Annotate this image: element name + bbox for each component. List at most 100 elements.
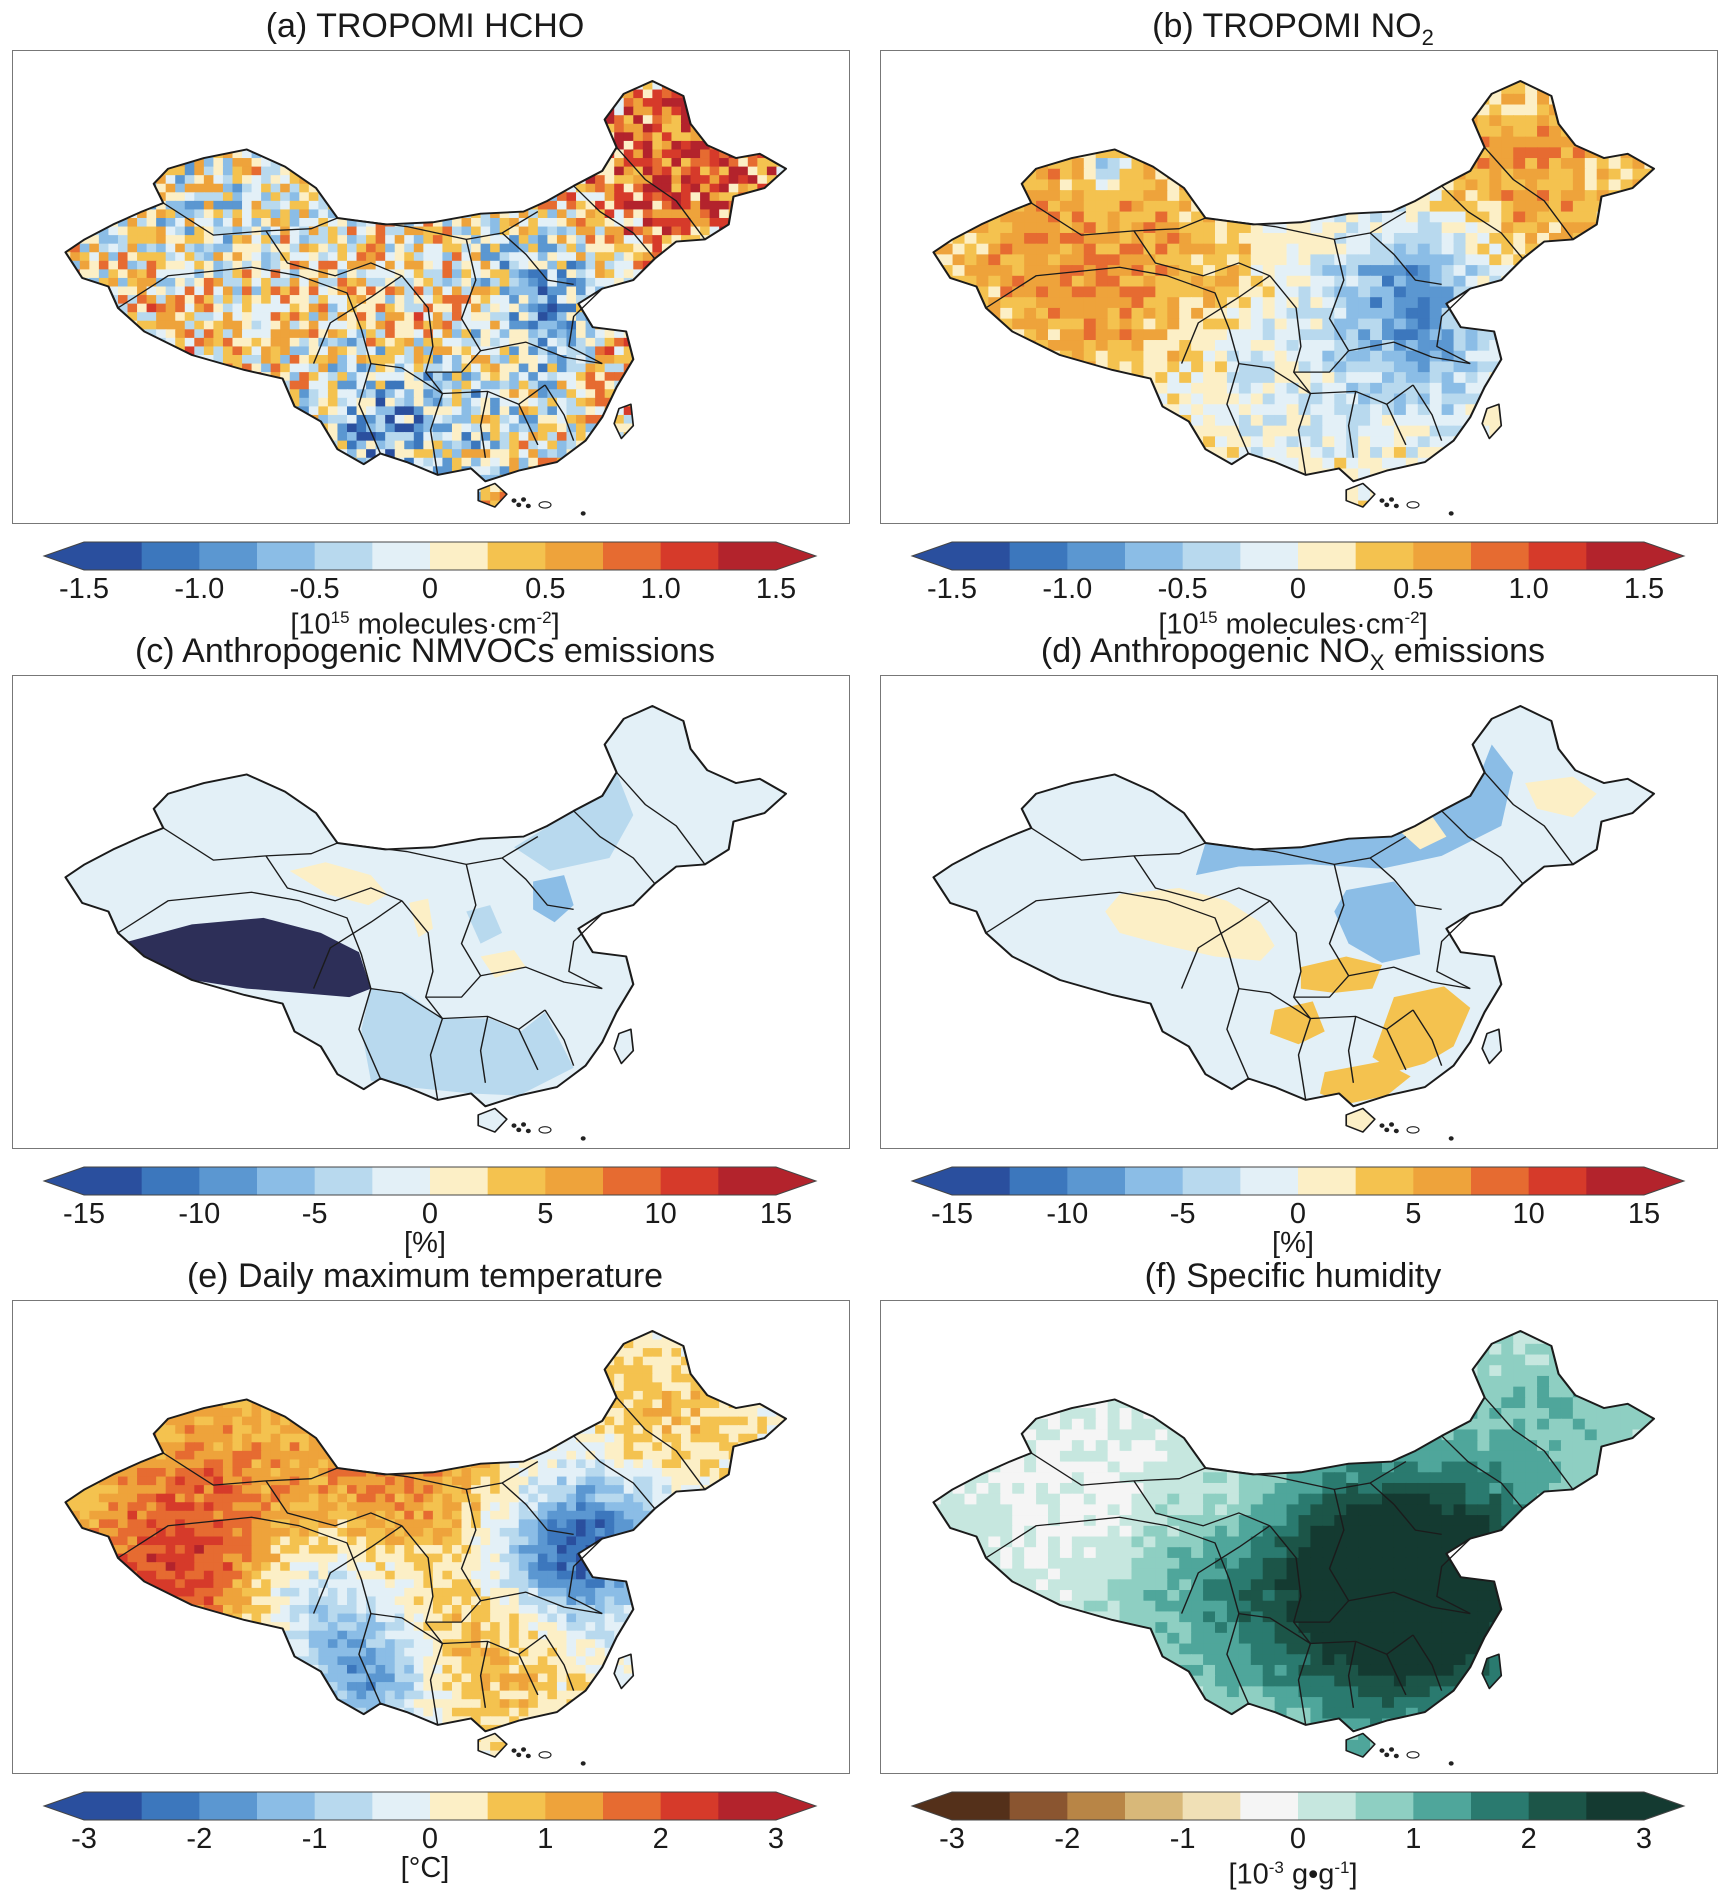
colorbar-arrow-low — [912, 542, 952, 570]
colorbar-bin — [1528, 1167, 1587, 1195]
colorbar-bin — [1586, 1792, 1645, 1820]
china-map — [932, 705, 1656, 1141]
colorbar-unit: [1015 molecules·cm-2] — [868, 602, 1718, 641]
colorbar-bin — [1067, 1792, 1126, 1820]
colorbar-bin — [1355, 1167, 1414, 1195]
colorbar-tick-label: 1 — [1405, 1823, 1422, 1855]
colorbar-tick-label: 2 — [1520, 1823, 1537, 1855]
colorbar-ticks: -3 -2 -1 0 1 2 3 — [40, 1822, 820, 1856]
colorbar-bin — [952, 1792, 1011, 1820]
colorbar-unit: [10-3 g•g-1] — [868, 1852, 1718, 1891]
panel-title-text: (d) Anthropogenic NO — [1040, 632, 1370, 670]
panel-title-text: (b) TROPOMI NO — [1152, 7, 1422, 45]
colorbar-bin — [545, 1167, 604, 1195]
colorbar-ticks: -15 -10 -5 0 5 10 15 — [40, 1197, 820, 1231]
colorbar-arrow-low — [44, 1792, 84, 1820]
colorbar-bin — [1009, 1792, 1068, 1820]
unit-superscript: -3 — [1268, 1858, 1284, 1877]
colorbar-bin — [1298, 1792, 1357, 1820]
colorbar-ticks: -15 -10 -5 0 5 10 15 — [908, 1197, 1688, 1231]
colorbar-tick-label: -1 — [301, 1823, 328, 1855]
map-fill — [933, 1330, 1654, 1758]
island-markers — [1379, 497, 1454, 516]
colorbar-tick-label: 0 — [421, 573, 439, 605]
colorbar-bin — [199, 542, 258, 570]
colorbar-bin — [1240, 1167, 1299, 1195]
unit-text: [10 — [1228, 1858, 1269, 1891]
colorbar-bin — [314, 1792, 373, 1820]
colorbar-bin — [372, 1792, 431, 1820]
map-panel-e: (e) Daily maximum temperature -3 -2 -1 0 1 2 3 [… — [0, 1250, 850, 1884]
map-fill — [933, 80, 1654, 508]
colorbar-tick-label: 1.5 — [755, 573, 797, 605]
colorbar-bin — [1586, 1167, 1645, 1195]
colorbar — [910, 1791, 1686, 1821]
colorbar-bin — [1298, 1167, 1357, 1195]
colorbar-bin — [487, 1792, 546, 1820]
colorbar-arrow-low — [44, 542, 84, 570]
colorbar-bin — [141, 542, 200, 570]
colorbar-bin — [545, 542, 604, 570]
panel-title-subscript: X — [1369, 649, 1385, 675]
colorbar-tick-label: -1 — [1169, 1823, 1196, 1855]
panel-title: (c) Anthropogenic NMVOCs emissions — [0, 631, 850, 671]
china-map — [64, 1330, 788, 1766]
colorbar-tick-label: 5 — [537, 1198, 554, 1230]
map-frame — [880, 1300, 1718, 1774]
unit-superscript: 15 — [330, 608, 350, 627]
colorbar-bin — [1586, 542, 1645, 570]
island-markers — [1379, 1122, 1454, 1141]
colorbar-tick-label: -1.5 — [927, 573, 977, 605]
panel-title-text: (f) Specific humidity — [1144, 1257, 1442, 1295]
colorbar-ticks: -1.5 -1.0 -0.5 0 0.5 1.0 1.5 — [40, 572, 820, 606]
colorbar-ticks: -3 -2 -1 0 1 2 3 — [908, 1822, 1688, 1856]
colorbar-arrow-low — [912, 1167, 952, 1195]
colorbar-bin — [1125, 1792, 1184, 1820]
colorbar-tick-label: 3 — [1635, 1823, 1653, 1855]
unit-superscript: -2 — [536, 608, 552, 627]
unit-text: [10 — [1158, 608, 1199, 641]
colorbar-bin — [1067, 542, 1126, 570]
colorbar-arrow-high — [776, 542, 816, 570]
colorbar-bin — [1240, 1792, 1299, 1820]
colorbar-bin — [1413, 542, 1472, 570]
colorbar-bin — [1413, 1167, 1472, 1195]
colorbar-bin — [84, 1792, 143, 1820]
map-fill — [933, 705, 1654, 1133]
panel-title-text: (c) Anthropogenic NMVOCs emissions — [134, 632, 716, 670]
colorbar-bin — [487, 542, 546, 570]
colorbar-bin — [372, 1167, 431, 1195]
colorbar-bin — [257, 1792, 316, 1820]
colorbar-tick-label: 1.5 — [1623, 573, 1665, 605]
colorbar-tick-label: -3 — [939, 1823, 965, 1855]
colorbar-bin — [718, 1167, 777, 1195]
colorbar-bin — [430, 1792, 489, 1820]
colorbar — [42, 1166, 818, 1196]
colorbar-bin — [1182, 1792, 1241, 1820]
colorbar-bin — [84, 542, 143, 570]
province-borders — [932, 1330, 1656, 1758]
panel-title: (a) TROPOMI HCHO — [0, 6, 850, 46]
colorbar — [42, 541, 818, 571]
colorbar-bin — [545, 1792, 604, 1820]
colorbar-bin — [84, 1167, 143, 1195]
colorbar-tick-label: 0.5 — [525, 573, 566, 605]
unit-superscript: -2 — [1404, 608, 1420, 627]
map-frame — [880, 50, 1718, 524]
map-panel-f: (f) Specific humidity -3 -2 -1 0 1 2 3 [10-3 g•g… — [868, 1250, 1718, 1891]
colorbar-bin — [660, 1167, 719, 1195]
colorbar-bin — [199, 1167, 258, 1195]
panel-title: (e) Daily maximum temperature — [0, 1256, 850, 1296]
colorbar — [910, 541, 1686, 571]
colorbar-bin — [603, 1792, 662, 1820]
colorbar-tick-label: -0.5 — [1157, 573, 1208, 605]
colorbar — [910, 1166, 1686, 1196]
colorbar-bin — [1528, 542, 1587, 570]
colorbar-bin — [199, 1792, 258, 1820]
unit-text: [%] — [404, 1227, 446, 1259]
colorbar-arrow-high — [776, 1792, 816, 1820]
province-borders — [64, 1330, 788, 1758]
colorbar-tick-label: -0.5 — [289, 573, 340, 605]
colorbar-tick-label: 15 — [1627, 1198, 1661, 1230]
colorbar-tick-label: 10 — [644, 1198, 677, 1230]
